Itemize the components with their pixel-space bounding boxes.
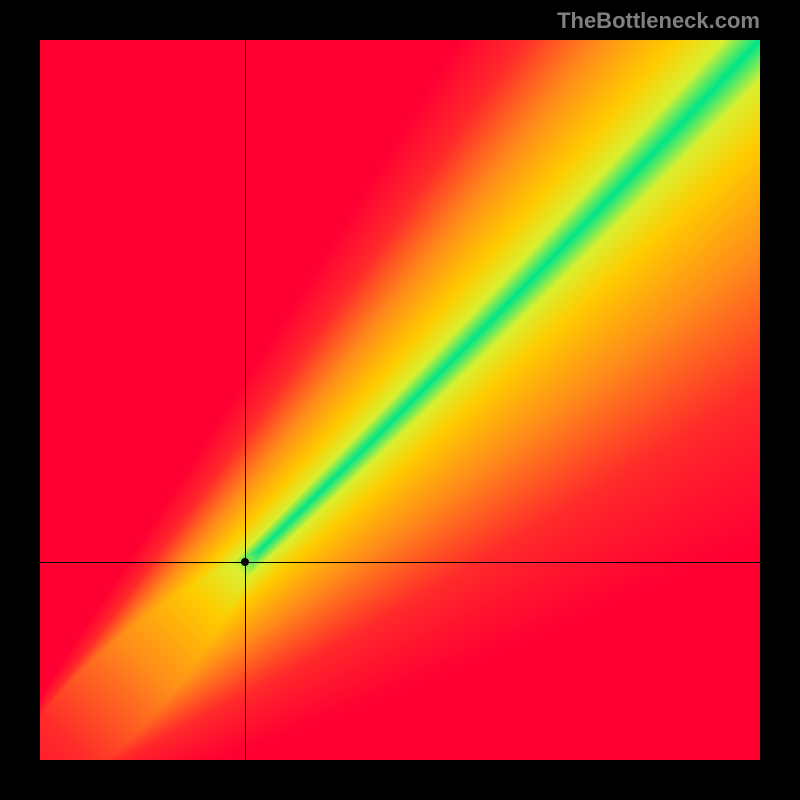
crosshair-vertical (245, 40, 246, 760)
heatmap-canvas (40, 40, 760, 760)
marker-point (241, 558, 249, 566)
bottleneck-heatmap (40, 40, 760, 760)
watermark-text: TheBottleneck.com (557, 8, 760, 34)
crosshair-horizontal (40, 562, 760, 563)
